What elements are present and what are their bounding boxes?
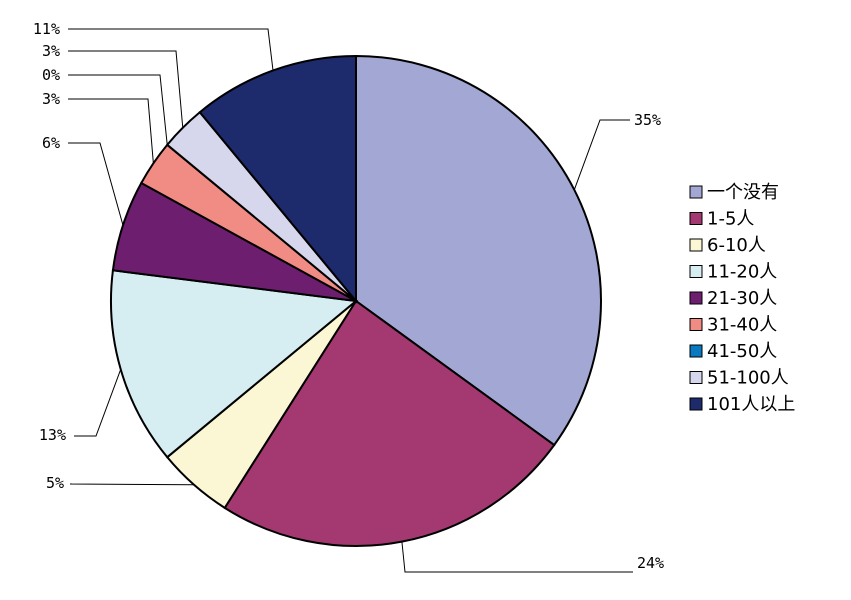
pie-slice-4 [110,269,359,459]
leader-line-3 [69,483,194,486]
legend-swatch-5 [689,291,703,305]
pie-slice-2 [223,299,556,547]
leader-lines [68,28,633,573]
legend-label-1: 一个没有 [707,182,779,203]
percent-label-7: 0% [42,66,60,84]
legend-label-3: 6-10人 [707,235,766,256]
percent-label-2: 24% [637,554,664,572]
percent-label-4: 13% [39,426,66,444]
leader-line-9 [68,28,274,71]
leader-line-2 [401,541,633,573]
legend: 一个没有 1-5人 6-10人 11-20人 21-30人 31-40人 41-50人 51-… [689,182,795,415]
pie-slice-1 [355,54,602,447]
leader-line-8 [68,50,184,128]
legend-label-2: 1-5人 [707,209,754,230]
percent-label-9: 11% [33,20,60,38]
percent-label-3: 5% [46,474,64,492]
pie-slices [110,54,602,547]
percent-labels: 35% 24% 5% 13% 6% 3% 0% 3% 11% [33,20,664,572]
legend-label-7: 41-50人 [707,341,777,362]
percent-label-8: 3% [42,42,60,60]
percent-label-6: 3% [42,90,60,108]
leader-line-5 [68,142,124,226]
legend-label-6: 31-40人 [707,315,777,336]
leader-line-7 [68,74,168,145]
legend-swatch-3 [689,238,703,252]
legend-swatch-8 [689,371,703,384]
legend-swatch-4 [689,265,703,278]
percent-label-1: 35% [634,111,661,129]
leader-line-4 [74,369,122,437]
legend-label-9: 101人以上 [707,394,795,415]
legend-swatch-1 [689,185,703,199]
legend-label-8: 51-100人 [707,368,789,389]
percent-label-5: 6% [42,134,60,152]
legend-swatch-6 [689,318,703,331]
legend-label-5: 21-30人 [707,288,777,309]
legend-swatch-9 [689,397,703,411]
legend-swatch-7 [689,344,703,358]
leader-line-6 [68,98,154,164]
legend-swatch-2 [689,212,703,225]
pie-slice-9 [198,54,357,304]
legend-label-4: 11-20人 [707,262,777,283]
leader-line-1 [573,119,630,190]
